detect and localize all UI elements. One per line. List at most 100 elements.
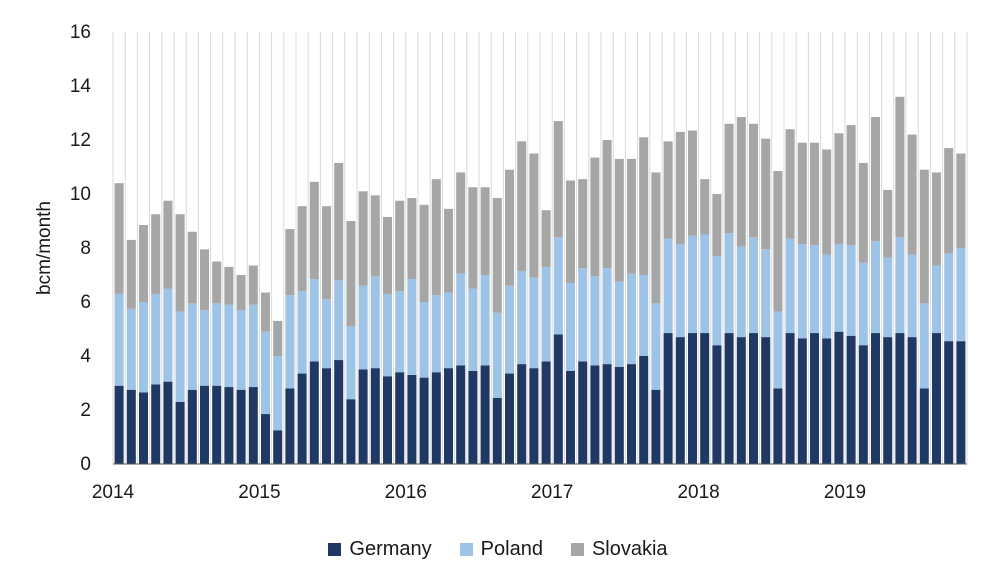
bar-poland-2016-01	[407, 279, 417, 375]
bar-slovakia-2019-02	[858, 162, 868, 263]
bar-poland-2016-09	[504, 285, 515, 374]
bar-poland-2018-09	[797, 243, 807, 339]
bar-slovakia-2016-12	[541, 210, 551, 267]
bar-germany-2016-05	[456, 365, 466, 464]
bar-slovakia-2014-05	[163, 200, 173, 289]
bar-slovakia-2018-07	[773, 171, 783, 312]
x-tick-label: 2019	[824, 482, 866, 503]
bar-germany-2014-09	[212, 385, 222, 464]
bar-slovakia-2018-08	[785, 129, 795, 239]
bar-slovakia-2016-06	[468, 187, 478, 289]
y-tick-label: 2	[80, 400, 91, 421]
bar-germany-2014-07	[187, 389, 197, 464]
bar-poland-2018-05	[748, 237, 759, 334]
bar-germany-2016-03	[431, 372, 441, 464]
y-axis-title: bcm/month	[34, 201, 55, 295]
bar-slovakia-2019-06	[907, 134, 917, 255]
bar-poland-2015-02	[273, 356, 283, 431]
bar-poland-2017-10	[663, 238, 673, 334]
vertical-gridlines	[112, 32, 968, 464]
bar-germany-2015-02	[273, 430, 283, 464]
bar-germany-2019-10	[956, 341, 966, 464]
bar-poland-2014-09	[212, 303, 222, 386]
bar-germany-2017-07	[626, 364, 637, 464]
bar-slovakia-2017-01	[553, 121, 563, 238]
bar-slovakia-2016-09	[504, 169, 515, 286]
bar-poland-2018-11	[822, 254, 832, 339]
bar-germany-2019-04	[883, 337, 893, 464]
bar-slovakia-2017-02	[565, 180, 576, 284]
bar-slovakia-2016-04	[443, 208, 454, 293]
bar-slovakia-2016-01	[407, 198, 417, 280]
bar-germany-2018-12	[834, 331, 844, 464]
bar-germany-2015-08	[346, 399, 356, 464]
bar-poland-2017-04	[590, 276, 600, 366]
y-tick-label: 14	[70, 76, 92, 97]
bar-germany-2014-01	[114, 385, 124, 464]
bar-germany-2019-02	[858, 345, 868, 464]
bar-slovakia-2017-09	[651, 172, 661, 304]
bar-slovakia-2019-10	[956, 153, 966, 248]
bar-poland-2019-07	[919, 303, 929, 389]
bar-poland-2019-09	[944, 253, 954, 342]
bar-poland-2016-06	[468, 288, 478, 371]
bar-germany-2018-02	[712, 345, 722, 464]
legend-item-germany: Germany	[328, 538, 432, 561]
bar-germany-2017-06	[614, 366, 624, 464]
bar-germany-2018-03	[724, 333, 734, 464]
x-tick-label: 2017	[531, 482, 573, 503]
bar-slovakia-2018-05	[748, 123, 759, 238]
y-tick-label: 4	[80, 346, 91, 367]
bar-germany-2017-04	[590, 365, 600, 464]
bar-poland-2019-06	[907, 254, 917, 338]
bar-germany-2016-07	[480, 365, 490, 464]
bar-slovakia-2015-05	[309, 181, 319, 280]
legend-swatch-slovakia	[570, 543, 584, 556]
legend-item-slovakia: Slovakia	[570, 538, 668, 561]
bar-slovakia-2017-12	[687, 130, 698, 236]
x-axis: 2014 2015 2016 2017 2018 2019	[92, 463, 967, 503]
y-tick-label: 16	[70, 22, 91, 43]
bar-poland-2019-04	[883, 257, 893, 338]
bar-germany-2017-03	[578, 361, 588, 464]
bar-slovakia-2014-01	[114, 183, 124, 294]
bar-germany-2014-03	[138, 392, 149, 464]
bar-slovakia-2015-04	[297, 206, 307, 292]
bar-slovakia-2014-11	[236, 275, 246, 311]
bar-poland-2019-08	[931, 265, 942, 334]
bar-germany-2019-05	[895, 333, 905, 464]
bar-slovakia-2017-04	[590, 157, 600, 277]
bar-slovakia-2018-06	[761, 138, 771, 250]
bar-poland-2019-01	[846, 245, 856, 336]
bar-germany-2017-05	[602, 364, 612, 464]
bar-slovakia-2016-03	[431, 179, 441, 296]
y-tick-label: 10	[70, 184, 91, 205]
bar-germany-2018-04	[736, 337, 746, 464]
bar-slovakia-2019-07	[919, 169, 929, 304]
bar-slovakia-2016-11	[529, 153, 539, 278]
y-axis: 0 2 4 6 8 10 12 14 16	[70, 22, 92, 475]
bar-slovakia-2014-02	[126, 239, 136, 309]
legend-label-slovakia: Slovakia	[591, 538, 668, 560]
legend-swatch-poland	[459, 543, 473, 556]
bar-poland-2017-07	[626, 273, 637, 365]
bar-germany-2019-01	[846, 335, 856, 464]
bar-poland-2014-02	[126, 308, 136, 390]
bar-germany-2016-01	[407, 374, 417, 464]
bar-slovakia-2019-01	[846, 125, 856, 246]
bar-slovakia-2017-06	[614, 158, 624, 282]
y-tick-label: 12	[70, 130, 91, 151]
bar-poland-2015-05	[309, 279, 319, 362]
bar-germany-2015-04	[297, 373, 307, 464]
bar-slovakia-2017-03	[578, 179, 588, 269]
bar-germany-2014-04	[151, 384, 161, 464]
bar-poland-2016-08	[492, 312, 502, 398]
bar-slovakia-2015-11	[382, 216, 393, 294]
bar-slovakia-2019-08	[931, 172, 942, 266]
bar-poland-2017-06	[614, 281, 624, 367]
bar-germany-2016-06	[468, 370, 478, 464]
bar-germany-2019-03	[870, 333, 881, 464]
bar-slovakia-2018-10	[809, 142, 820, 246]
bar-poland-2017-05	[602, 268, 612, 365]
